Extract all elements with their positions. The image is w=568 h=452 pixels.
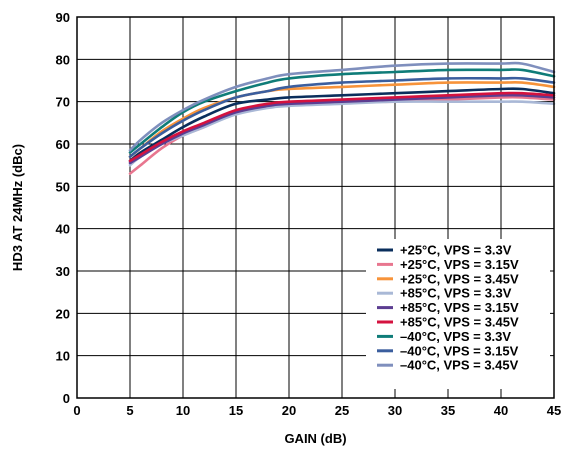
legend-label: +25°C, VPS = 3.15V: [400, 257, 519, 272]
legend-label: –40°C, VPS = 3.15V: [400, 343, 519, 358]
y-tick-label: 40: [56, 222, 70, 237]
y-tick-label: 80: [56, 52, 70, 67]
series-line-7: [128, 68, 556, 154]
x-tick-label: 25: [335, 403, 349, 418]
x-tick-label: 30: [388, 403, 402, 418]
y-tick-label: 60: [56, 137, 70, 152]
y-tick-label: 90: [56, 10, 70, 25]
plot-frame: [76, 16, 555, 399]
legend-label: +85°C, VPS = 3.3V: [400, 286, 512, 301]
series-lines: [128, 61, 556, 175]
x-axis-label: GAIN (dB): [284, 431, 346, 446]
x-tick-label: 20: [282, 403, 296, 418]
legend: +25°C, VPS = 3.3V+25°C, VPS = 3.15V+25°C…: [366, 239, 550, 389]
y-tick-label: 70: [56, 95, 70, 110]
y-tick-labels: 0 10 20 30 40 50 60 70 80 90: [56, 10, 70, 406]
y-tick-label: 0: [63, 391, 70, 406]
x-tick-label: 35: [441, 403, 455, 418]
x-tick-label: 15: [229, 403, 243, 418]
legend-label: –40°C, VPS = 3.3V: [400, 329, 511, 344]
y-tick-label: 30: [56, 264, 70, 279]
y-axis-label: HD3 AT 24MHz (dBc): [10, 144, 25, 271]
y-tick-label: 50: [56, 179, 70, 194]
legend-background: [366, 239, 550, 389]
y-tick-label: 20: [56, 306, 70, 321]
x-tick-label: 0: [73, 403, 80, 418]
x-tick-labels: 0 5 10 15 20 25 30 35 40 45: [73, 403, 561, 418]
series-line-6: [128, 91, 556, 163]
series-line-9: [128, 61, 556, 152]
series-line-8: [128, 76, 556, 158]
x-tick-label: 5: [126, 403, 133, 418]
series-line-5: [128, 93, 556, 165]
y-tick-label: 10: [56, 349, 70, 364]
legend-label: +25°C, VPS = 3.45V: [400, 271, 519, 286]
x-tick-label: 10: [176, 403, 190, 418]
legend-label: +85°C, VPS = 3.45V: [400, 315, 519, 330]
series-line-1: [128, 87, 556, 163]
x-tick-label: 45: [547, 403, 561, 418]
legend-label: +25°C, VPS = 3.3V: [400, 243, 512, 258]
legend-label: –40°C, VPS = 3.45V: [400, 358, 519, 373]
x-tick-label: 40: [494, 403, 508, 418]
legend-label: +85°C, VPS = 3.15V: [400, 300, 519, 315]
